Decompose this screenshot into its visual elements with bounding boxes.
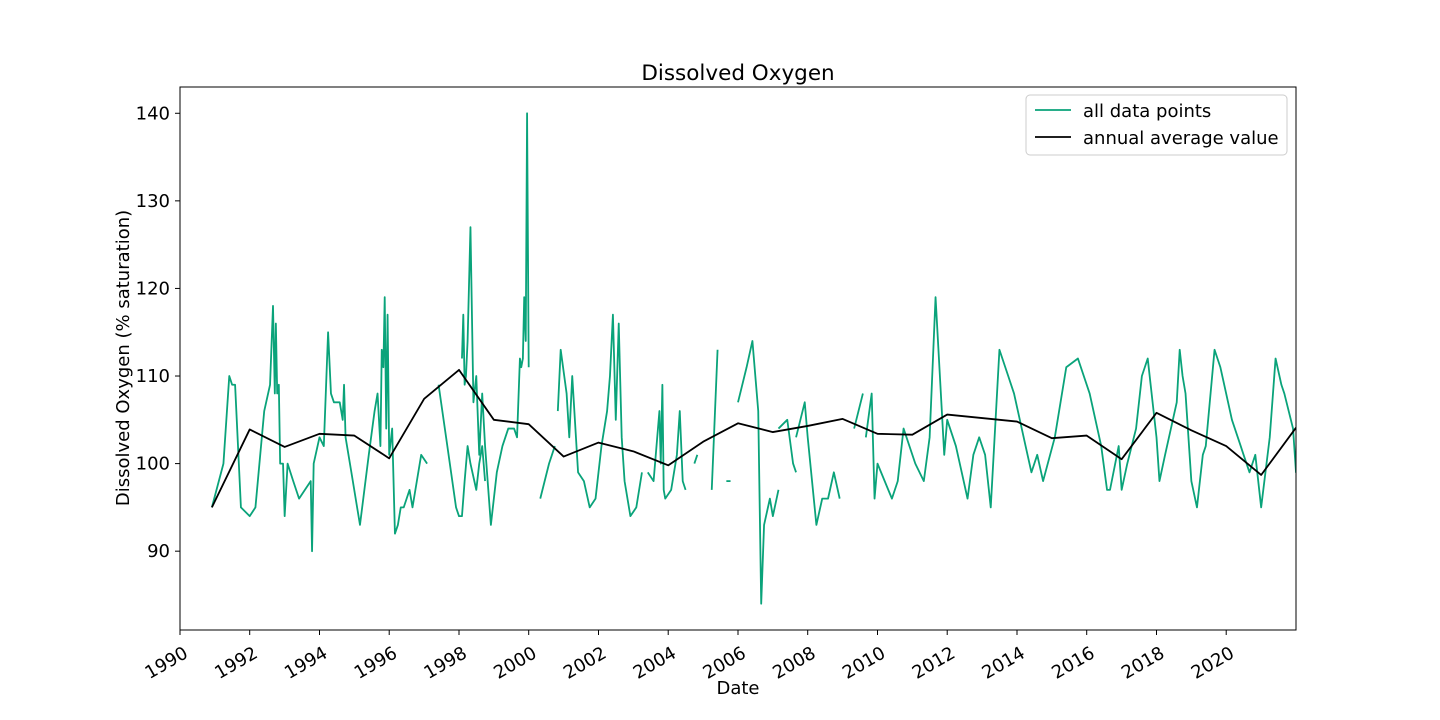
x-tick-label: 2016 (1048, 643, 1098, 684)
legend-label-annual-average: annual average value (1083, 128, 1279, 149)
y-axis-label: Dissolved Oxygen (% saturation) (113, 210, 134, 506)
all-data-points-segment-4 (556, 313, 643, 518)
x-tick-label: 2012 (909, 643, 959, 684)
all-data-points-segment-3 (539, 445, 556, 499)
all-data-points-segment-12 (853, 393, 864, 429)
x-tick-label: 1996 (351, 643, 401, 684)
x-tick-label: 2010 (839, 643, 889, 684)
x-tick-label: 2008 (769, 643, 819, 684)
x-tick-label: 2020 (1188, 643, 1238, 684)
x-tick-label: 1994 (281, 643, 331, 684)
all-data-points-segment-11 (795, 401, 841, 526)
x-tick-label: 1992 (211, 643, 261, 684)
x-tick-label: 1998 (421, 643, 471, 684)
x-tick-label: 2000 (490, 643, 540, 684)
x-axis-label: Date (716, 678, 759, 699)
y-tick-label: 120 (136, 278, 170, 299)
x-tick-label: 1990 (142, 643, 192, 684)
x-tick-label: 2002 (560, 643, 610, 684)
annual-average-line (211, 368, 1296, 508)
all-data-points-segment-10 (777, 418, 797, 473)
all-data-points-segment-6 (693, 454, 699, 464)
legend-box (1025, 94, 1288, 156)
plot-frame (179, 86, 1297, 631)
legend: all data points annual average value (1025, 94, 1288, 156)
y-tick-label: 100 (136, 454, 170, 475)
chart-title: Dissolved Oxygen (641, 61, 834, 86)
all-data-points-segment-1 (437, 384, 486, 518)
x-axis: 1990 1992 1994 1996 1998 2000 2002 2004 2006 2008… (142, 630, 1238, 684)
all-data-points-segment-5 (647, 383, 687, 500)
y-axis: 90 100 110 120 130 140 (136, 103, 180, 562)
all-data-points-segment-0 (211, 296, 428, 553)
y-tick-label: 110 (136, 366, 170, 387)
y-tick-label: 130 (136, 191, 170, 212)
y-tick-label: 140 (136, 103, 170, 124)
y-tick-label: 90 (147, 541, 170, 562)
x-tick-label: 2004 (630, 643, 680, 684)
x-tick-label: 2018 (1118, 643, 1168, 684)
all-data-points-segment-9 (737, 340, 780, 605)
all-data-points-segment-2 (461, 112, 530, 526)
all-data-points-segment-7 (710, 349, 719, 490)
all-data-points-segment-13 (864, 296, 1296, 509)
legend-label-all-data-points: all data points (1083, 101, 1211, 122)
series-layer (211, 112, 1296, 605)
x-tick-label: 2014 (979, 643, 1029, 684)
